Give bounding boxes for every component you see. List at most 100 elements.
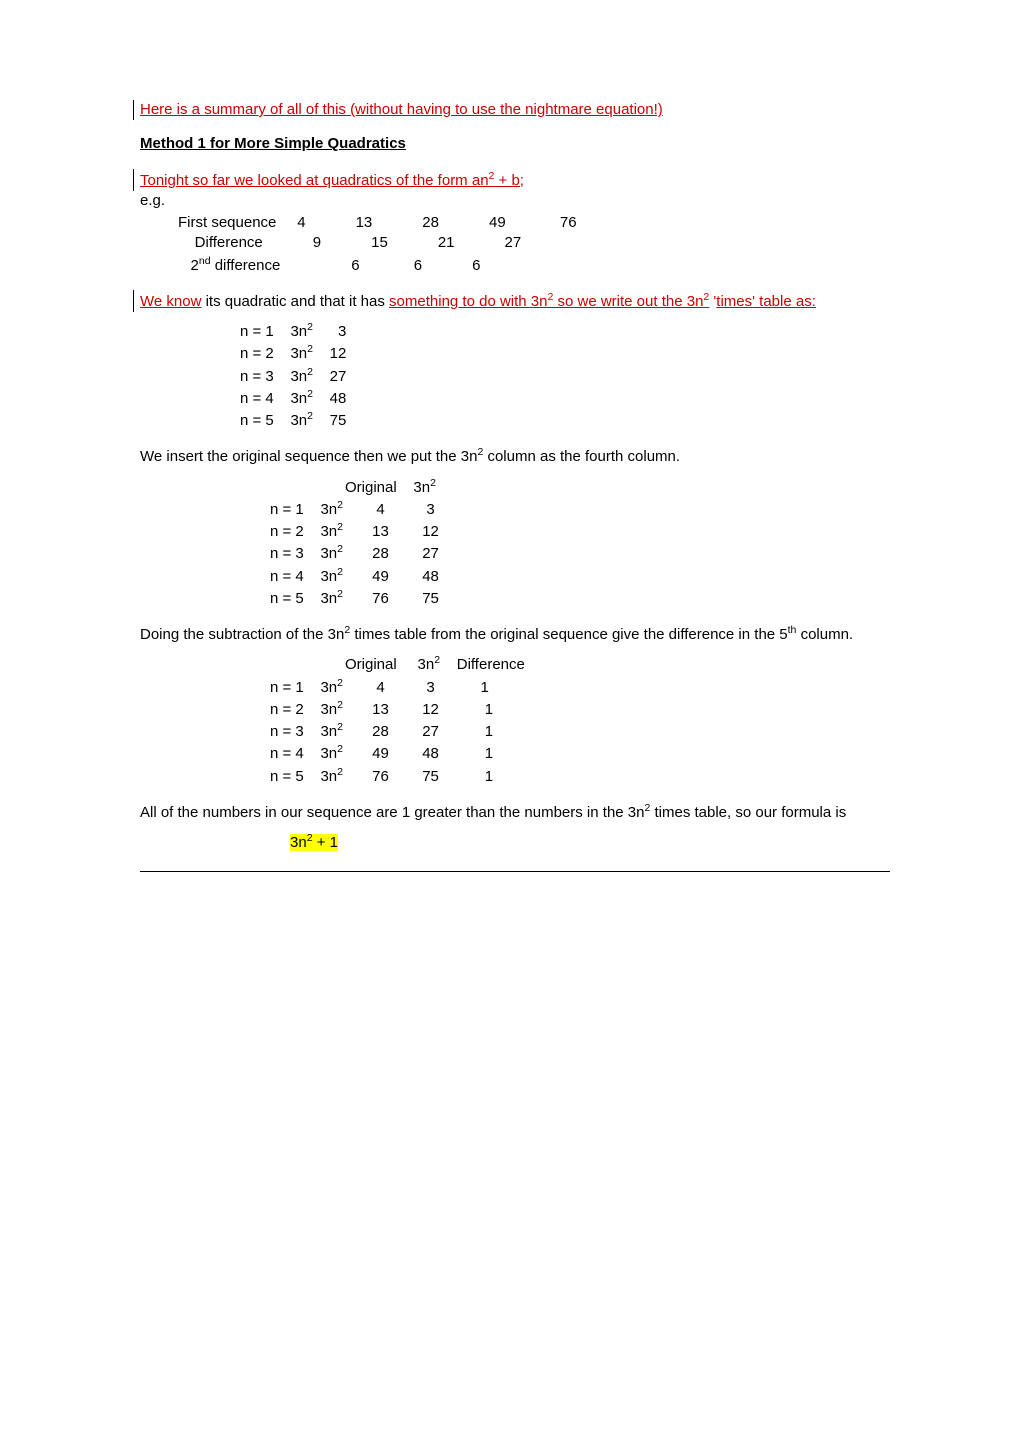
intro-link[interactable]: Here is a summary of all of this (withou… — [140, 101, 663, 118]
h2: 3n — [418, 656, 435, 673]
o: 49 — [372, 745, 389, 762]
t: 27 — [422, 723, 439, 740]
weknow-container: We know its quadratic and that it has so… — [133, 290, 890, 312]
f: 3n — [320, 745, 337, 762]
subtr-mid: times table from the original sequence g… — [350, 626, 787, 643]
h3: Difference — [457, 656, 525, 673]
n: n = 5 — [270, 768, 304, 785]
tonight-post: + b; — [494, 172, 524, 189]
d: 1 — [485, 745, 493, 762]
v: 28 — [422, 214, 439, 231]
subtr-para: Doing the subtraction of the 3n2 times t… — [140, 623, 890, 645]
tt2-r2: n = 2 3n2 13 12 — [270, 520, 890, 542]
times-link[interactable]: times — [716, 293, 752, 310]
f: 3n — [320, 701, 337, 718]
n: n = 4 — [270, 568, 304, 585]
f: 3n — [320, 679, 337, 696]
h1: Original — [345, 479, 397, 496]
tonight-line-container: Tonight so far we looked at quadratics o… — [133, 169, 890, 191]
h1: Original — [345, 656, 397, 673]
seq-row1: First sequence 4 13 28 49 76 — [178, 213, 890, 233]
tonight-pre: Tonight so far we looked at quadratics o… — [140, 172, 489, 189]
insert-pre: We insert the original sequence then we … — [140, 448, 477, 465]
weknow-end[interactable]: ' table as: — [752, 293, 816, 310]
seq-row3-sup: nd — [199, 255, 211, 267]
o: 13 — [372, 701, 389, 718]
seq-row3-pre: 2 — [191, 257, 199, 274]
tt2-r3: n = 3 3n2 28 27 — [270, 542, 890, 564]
sup: 2 — [307, 388, 313, 400]
tt3-r3: n = 3 3n2 28 27 1 — [270, 720, 890, 742]
seq-row1-label: First sequence — [178, 214, 276, 231]
f: 3n — [320, 723, 337, 740]
divider — [140, 871, 890, 872]
o: 28 — [372, 545, 389, 562]
t: 3 — [426, 679, 434, 696]
tt1-r4: n = 4 3n2 48 — [240, 387, 890, 409]
n: n = 1 — [270, 679, 304, 696]
seq-row3: 2nd difference 6 6 6 — [178, 254, 890, 276]
f: 3n — [290, 412, 307, 429]
h2: 3n — [413, 479, 430, 496]
weknow-link[interactable]: We know — [140, 293, 201, 310]
sup: 2 — [337, 521, 343, 533]
d: 1 — [485, 768, 493, 785]
f: 3n — [320, 590, 337, 607]
v: 6 — [351, 257, 359, 274]
o: 76 — [372, 768, 389, 785]
t: 75 — [422, 768, 439, 785]
eg-label: e.g. — [140, 191, 890, 211]
all-post: times table, so our formula is — [650, 804, 846, 821]
tt2-head: Original 3n2 — [270, 476, 890, 498]
n: n = 5 — [270, 590, 304, 607]
formula-hl: 3n2 + 1 — [290, 834, 338, 851]
sup: 2 — [337, 499, 343, 511]
sup: 2 — [434, 654, 440, 666]
subtr-pre: Doing the subtraction of the 3n — [140, 626, 344, 643]
o: 4 — [376, 679, 384, 696]
formula: 3n2 + 1 — [290, 831, 890, 853]
weknow-mid: its quadratic and that it has — [201, 293, 389, 310]
tt2-r4: n = 4 3n2 49 48 — [270, 565, 890, 587]
d: 1 — [481, 679, 489, 696]
something-post: so we write out the 3n — [553, 293, 703, 310]
n: n = 3 — [270, 545, 304, 562]
insert-para: We insert the original sequence then we … — [140, 445, 890, 467]
n: n = 1 — [270, 501, 304, 518]
f: 3n — [320, 501, 337, 518]
v: 48 — [330, 390, 347, 407]
v: 21 — [438, 234, 455, 251]
f: 3n — [290, 345, 307, 362]
v: 76 — [560, 214, 577, 231]
t: 48 — [422, 568, 439, 585]
t: 3 — [426, 501, 434, 518]
t: 48 — [422, 745, 439, 762]
f: 3n — [290, 323, 307, 340]
tt3-r4: n = 4 3n2 49 48 1 — [270, 742, 890, 764]
n: n = 4 — [270, 745, 304, 762]
sup: 2 — [337, 766, 343, 778]
sup: 2 — [337, 543, 343, 555]
v: 6 — [414, 257, 422, 274]
n: n = 2 — [240, 345, 274, 362]
tt1-r5: n = 5 3n2 75 — [240, 409, 890, 431]
o: 4 — [376, 501, 384, 518]
insert-post: column as the fourth column. — [483, 448, 680, 465]
v: 27 — [330, 368, 347, 385]
tonight-link[interactable]: Tonight so far we looked at quadratics o… — [140, 172, 524, 189]
o: 49 — [372, 568, 389, 585]
something-link[interactable]: something to do with 3n2 so we write out… — [389, 293, 709, 310]
v: 9 — [313, 234, 321, 251]
n: n = 2 — [270, 523, 304, 540]
sequence-block: First sequence 4 13 28 49 76 Difference … — [178, 213, 890, 276]
sup: 2 — [307, 321, 313, 333]
v: 6 — [472, 257, 480, 274]
times-table-2: Original 3n2 n = 1 3n2 4 3 n = 2 3n2 13 … — [270, 476, 890, 610]
o: 28 — [372, 723, 389, 740]
tt3-r5: n = 5 3n2 76 75 1 — [270, 765, 890, 787]
method1-heading: Method 1 for More Simple Quadratics — [140, 134, 890, 154]
seq-row2: Difference 9 15 21 27 — [178, 233, 890, 253]
tt1-r2: n = 2 3n2 12 — [240, 342, 890, 364]
seq-row2-label: Difference — [195, 234, 263, 251]
sup: 2 — [307, 366, 313, 378]
